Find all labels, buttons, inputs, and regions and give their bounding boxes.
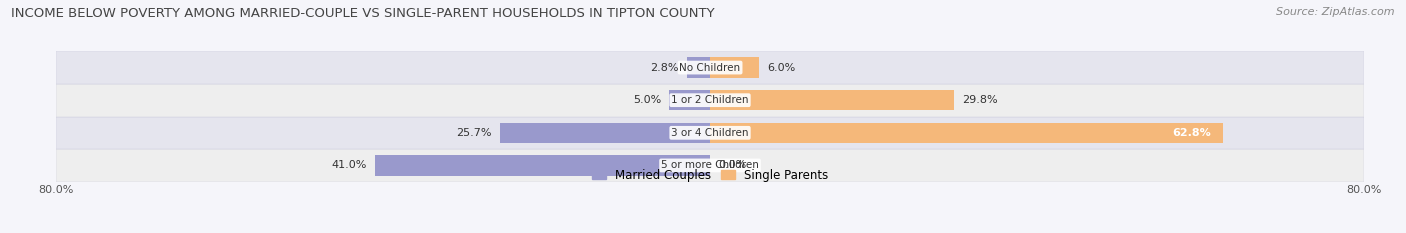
Bar (375, 155, 710, 175)
Text: 1 or 2 Children: 1 or 2 Children (671, 95, 749, 105)
Text: INCOME BELOW POVERTY AMONG MARRIED-COUPLE VS SINGLE-PARENT HOUSEHOLDS IN TIPTON : INCOME BELOW POVERTY AMONG MARRIED-COUPL… (11, 7, 714, 20)
Bar (56, 51, 1364, 84)
Bar (688, 58, 710, 78)
Bar (710, 123, 1223, 143)
Text: 6.0%: 6.0% (768, 63, 796, 72)
Text: 41.0%: 41.0% (332, 161, 367, 170)
Text: No Children: No Children (679, 63, 741, 72)
Text: Source: ZipAtlas.com: Source: ZipAtlas.com (1277, 7, 1395, 17)
Text: 25.7%: 25.7% (457, 128, 492, 138)
Bar (56, 84, 1364, 116)
Bar (710, 58, 759, 78)
Text: 5.0%: 5.0% (633, 95, 661, 105)
Text: 62.8%: 62.8% (1173, 128, 1211, 138)
Bar (56, 149, 1364, 182)
Bar (669, 90, 710, 110)
Text: 3 or 4 Children: 3 or 4 Children (671, 128, 749, 138)
Text: 5 or more Children: 5 or more Children (661, 161, 759, 170)
Legend: Married Couples, Single Parents: Married Couples, Single Parents (586, 164, 834, 186)
Bar (710, 90, 953, 110)
Text: 0.0%: 0.0% (718, 161, 747, 170)
Bar (501, 123, 710, 143)
Bar (56, 116, 1364, 149)
Text: 29.8%: 29.8% (962, 95, 997, 105)
Text: 2.8%: 2.8% (651, 63, 679, 72)
